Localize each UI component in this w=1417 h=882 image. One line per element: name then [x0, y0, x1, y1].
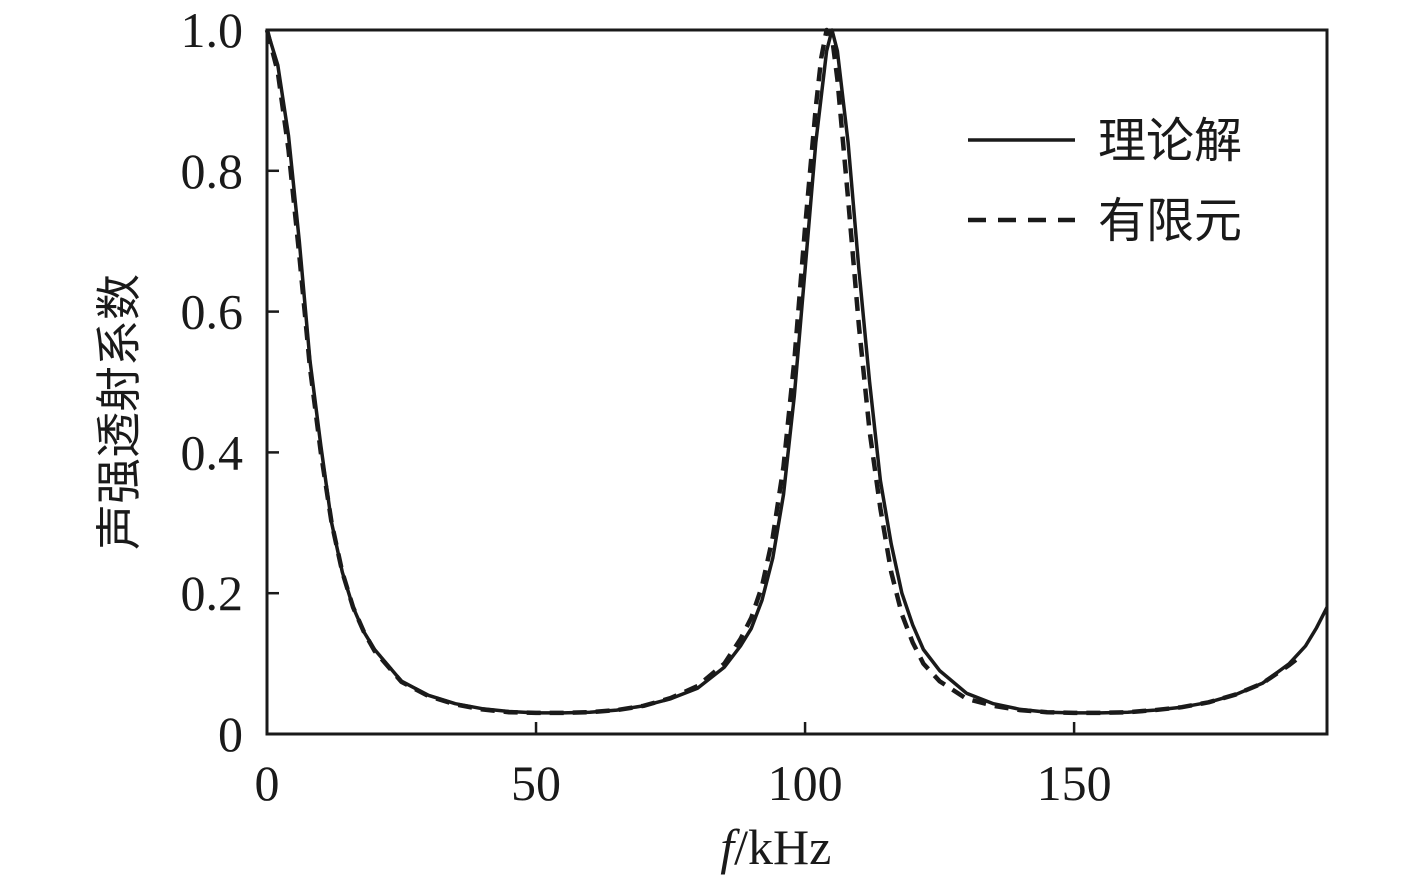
plot-area-frame [265, 28, 1329, 736]
y-tick-label: 1.0 [181, 2, 244, 58]
y-axis-label: 声强透射系数 [92, 274, 146, 550]
y-axis-label-text: 声强透射系数 [92, 274, 146, 550]
y-tick-label: 0.6 [181, 284, 244, 340]
y-tick-label: 0.8 [181, 143, 244, 199]
legend-label: 理论解 [1098, 113, 1242, 169]
legend-label: 有限元 [1098, 193, 1242, 249]
x-tick-label: 100 [768, 755, 843, 811]
x-tick-label: 0 [255, 755, 280, 811]
y-tick-label: 0.2 [181, 565, 244, 621]
series-layer [264, 27, 1329, 716]
x-axis-label: f/kHz [720, 819, 831, 875]
ticks-layer: 0 50 100 150 0 0.2 0.4 0.6 0.8 1.0 [181, 2, 1112, 811]
x-axis-label-unit: /kHz [734, 819, 831, 875]
x-tick-label: 50 [511, 755, 561, 811]
series-line-fem [264, 27, 1302, 716]
x-tick-label: 150 [1037, 755, 1112, 811]
y-tick-label: 0.4 [181, 424, 244, 480]
y-tick-label: 0 [218, 706, 243, 762]
